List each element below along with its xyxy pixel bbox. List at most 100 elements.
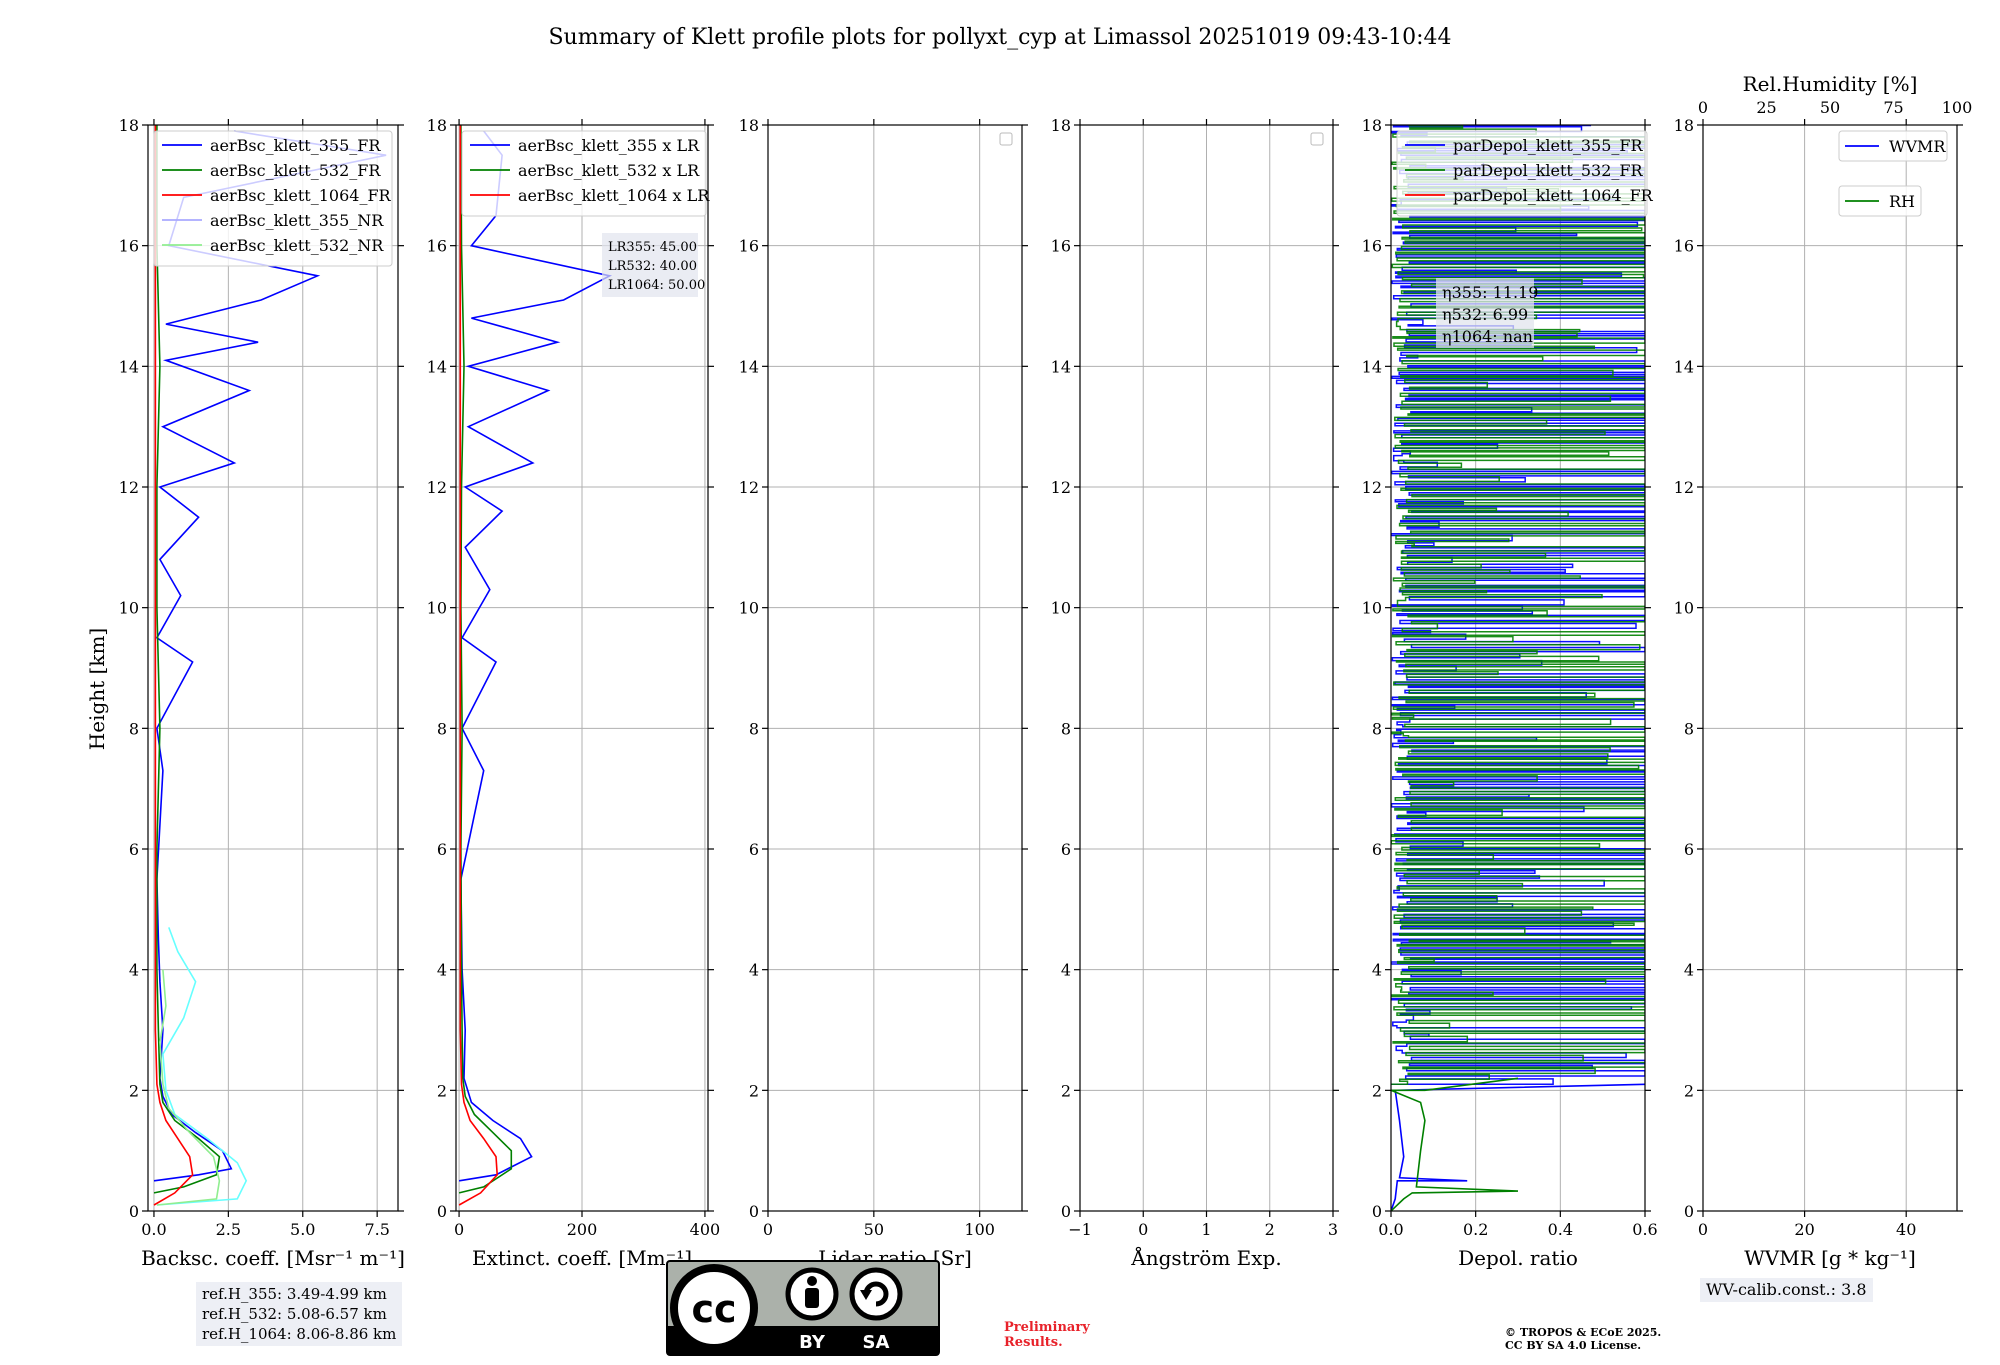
empty-legend-box xyxy=(1310,132,1324,146)
y-tick-label: 8 xyxy=(749,719,759,738)
panel-2: 0 2 4 6 8 10 12 14 16 18 0 200 400 Extinct. coeff. [M… xyxy=(427,116,721,1270)
cc-icon-text: cc xyxy=(691,1287,736,1331)
ref-height-355: ref.H_355: 3.49-4.99 km xyxy=(202,1285,387,1303)
lr-note-box xyxy=(602,233,698,297)
reference-heights-box: ref.H_355: 3.49-4.99 km ref.H_532: 5.08-… xyxy=(196,1282,403,1346)
legend-label: aerBsc_klett_355_FR xyxy=(210,136,381,155)
y-tick-label: 0 xyxy=(129,1202,139,1221)
y-tick-label: 12 xyxy=(119,478,139,497)
x-tick-label: 0.6 xyxy=(1632,1220,1657,1239)
wv-calibration-text: WV-calib.const.: 3.8 xyxy=(1706,1280,1867,1299)
y-tick-label: 4 xyxy=(749,961,759,980)
y-tick-label: 18 xyxy=(1362,116,1382,135)
series-line-aerBsc_klett_1064_FR xyxy=(153,125,194,1206)
eta-note-line: η1064: nan xyxy=(1442,327,1533,346)
x-tick-label: 100 xyxy=(964,1220,995,1239)
x-tick-label: 0.0 xyxy=(1378,1220,1403,1239)
y-tick-label: 18 xyxy=(1051,116,1071,135)
lr-note-line: LR1064: 50.00 xyxy=(608,278,705,293)
y-tick-label: 4 xyxy=(1684,961,1694,980)
y-tick-label: 4 xyxy=(437,961,447,980)
y-tick-label: 8 xyxy=(1061,719,1071,738)
series-line-aerBsc_klett_355_NR xyxy=(156,927,248,1206)
y-tick-label: 8 xyxy=(437,719,447,738)
y-tick-label: 14 xyxy=(1674,357,1694,376)
y-tick-label: 16 xyxy=(1362,237,1382,256)
x-tick-label: 0 xyxy=(1698,1220,1708,1239)
legend-label: RH xyxy=(1889,192,1915,211)
legend-label: parDepol_klett_355_FR xyxy=(1453,136,1644,155)
y-tick-label: 10 xyxy=(1674,599,1694,618)
x-axis-label: Extinct. coeff. [Mm⁻¹] xyxy=(472,1246,692,1270)
y-tick-label: 12 xyxy=(1051,478,1071,497)
cc-by-sa-badge: cc BY SA xyxy=(666,1260,940,1356)
x-tick-label: 2 xyxy=(1265,1220,1275,1239)
top-x-tick-label: 75 xyxy=(1883,98,1903,117)
y-tick-label: 10 xyxy=(1362,599,1382,618)
legend-label: aerBsc_klett_532_NR xyxy=(210,236,384,255)
legend-label: aerBsc_klett_1064_FR xyxy=(210,186,392,205)
top-x-tick-label: 0 xyxy=(1698,98,1708,117)
y-tick-label: 14 xyxy=(427,357,447,376)
plot-frame xyxy=(147,124,399,1212)
legend-label: aerBsc_klett_532_FR xyxy=(210,161,381,180)
eta-note-line: η355: 11.19 xyxy=(1442,283,1538,302)
series-line-aerBsc_klett_355 x LR xyxy=(458,130,613,1182)
top-x-tick-label: 25 xyxy=(1756,98,1776,117)
x-tick-label: 7.5 xyxy=(364,1220,389,1239)
copyright-note: © TROPOS & ECoE 2025. CC BY SA 4.0 Licen… xyxy=(1505,1326,1661,1352)
y-tick-label: 18 xyxy=(739,116,759,135)
preliminary-results-note: Preliminary Results. xyxy=(1004,1320,1090,1350)
x-tick-label: 0.0 xyxy=(141,1220,166,1239)
y-tick-label: 6 xyxy=(437,840,447,859)
legend-box xyxy=(1396,130,1648,217)
wv-calibration-box: WV-calib.const.: 3.8 xyxy=(1700,1278,1873,1302)
share-alike-icon-arrow xyxy=(863,1281,889,1307)
x-tick-label: 400 xyxy=(690,1220,721,1239)
y-tick-label: 0 xyxy=(749,1202,759,1221)
legend-label: parDepol_klett_1064_FR xyxy=(1453,186,1654,205)
series-line-aerBsc_klett_532_FR xyxy=(153,125,221,1194)
y-tick-label: 16 xyxy=(1674,237,1694,256)
y-tick-label: 18 xyxy=(119,116,139,135)
figure-title: Summary of Klett profile plots for polly… xyxy=(548,25,1451,50)
cc-icon xyxy=(670,1264,758,1352)
series-line-aerBsc_klett_355_FR xyxy=(153,130,387,1182)
y-tick-label: 12 xyxy=(739,478,759,497)
lr-note-line: LR532: 40.00 xyxy=(608,259,697,274)
y-tick-label: 2 xyxy=(1684,1081,1694,1100)
x-tick-label: 0 xyxy=(1138,1220,1148,1239)
preliminary-line-2: Results. xyxy=(1004,1335,1063,1350)
series-line-parDepol_klett_532_FR xyxy=(1391,1077,1519,1211)
y-tick-label: 4 xyxy=(1061,961,1071,980)
attribution-icon-head xyxy=(807,1276,817,1286)
y-tick-label: 12 xyxy=(427,478,447,497)
plot-frame xyxy=(1702,124,1958,1212)
x-tick-label: 0 xyxy=(454,1220,464,1239)
y-tick-label: 10 xyxy=(739,599,759,618)
legend-label: WVMR xyxy=(1889,137,1946,156)
eta-note-line: η532: 6.99 xyxy=(1442,305,1528,324)
y-tick-label: 12 xyxy=(1674,478,1694,497)
y-tick-label: 16 xyxy=(119,237,139,256)
x-axis-label: WVMR [g * kg⁻¹] xyxy=(1744,1246,1916,1270)
y-tick-label: 2 xyxy=(1061,1081,1071,1100)
legend: WVMR RH xyxy=(1838,130,1948,217)
y-tick-label: 14 xyxy=(1362,357,1382,376)
x-tick-label: 20 xyxy=(1794,1220,1814,1239)
x-tick-label: 2.5 xyxy=(216,1220,241,1239)
top-x-tick-label: 50 xyxy=(1820,98,1840,117)
series-line-parDepol_klett_355_FR xyxy=(1391,1083,1645,1211)
legend-label: aerBsc_klett_532 x LR xyxy=(518,161,700,180)
y-tick-label: 2 xyxy=(1372,1081,1382,1100)
empty-legend-box xyxy=(999,132,1013,146)
x-tick-label: 0 xyxy=(763,1220,773,1239)
eta-note-box xyxy=(1436,278,1534,348)
y-tick-label: 18 xyxy=(1674,116,1694,135)
series-line-aerBsc_klett_532 x LR xyxy=(458,125,513,1194)
x-tick-label: 0.4 xyxy=(1548,1220,1573,1239)
cc-by-label: BY xyxy=(799,1332,826,1353)
y-tick-label: 16 xyxy=(427,237,447,256)
